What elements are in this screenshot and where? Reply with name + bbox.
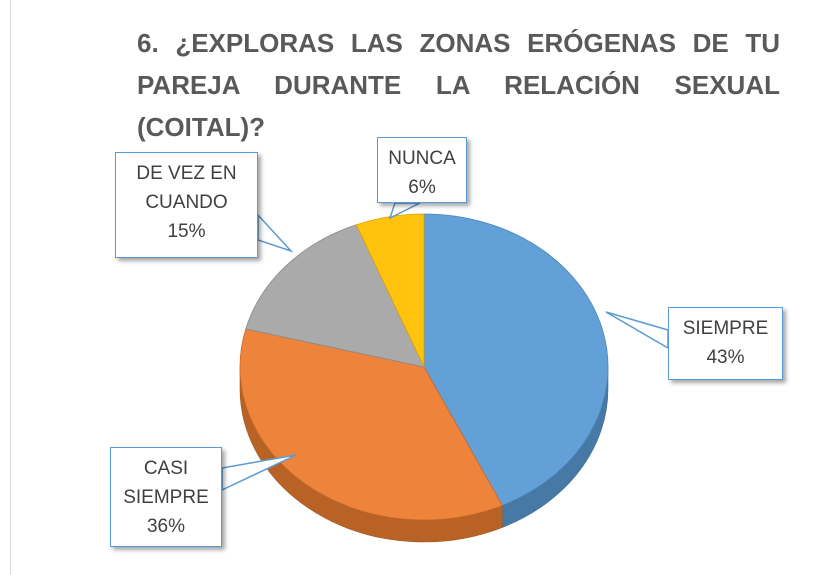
slice: [239, 328, 503, 543]
category-label: DE VEZ EN CUANDO: [136, 163, 237, 213]
category-label: SIEMPRE: [682, 318, 769, 339]
callout-pointer: [388, 202, 421, 220]
data-label: NUNCA 6%: [377, 137, 467, 203]
slice: [355, 213, 425, 368]
callout-pointer: [257, 213, 294, 253]
value-label: 6%: [408, 177, 436, 198]
slice-top: [355, 213, 425, 368]
slice-top: [245, 224, 425, 368]
value-label: 43%: [706, 347, 745, 368]
slice-top: [423, 213, 609, 506]
callout-pointer: [221, 454, 297, 492]
slice: [423, 213, 609, 528]
slice-top: [239, 328, 503, 521]
callout-pointer: [605, 311, 669, 350]
frame: [10, 0, 11, 575]
value-label: 15%: [167, 221, 206, 242]
category-label: NUNCA: [388, 148, 456, 169]
chart-title: 6. ¿EXPLORAS LAS ZONAS ERÓGENAS DE TU PA…: [137, 28, 780, 142]
data-label: CASI SIEMPRE 36%: [110, 447, 222, 547]
category-label: CASI SIEMPRE: [123, 458, 209, 508]
value-label: 36%: [146, 516, 186, 537]
data-label: SIEMPRE 43%: [668, 307, 783, 380]
slice: [245, 224, 425, 368]
data-label: DE VEZ EN CUANDO 15%: [115, 152, 258, 258]
